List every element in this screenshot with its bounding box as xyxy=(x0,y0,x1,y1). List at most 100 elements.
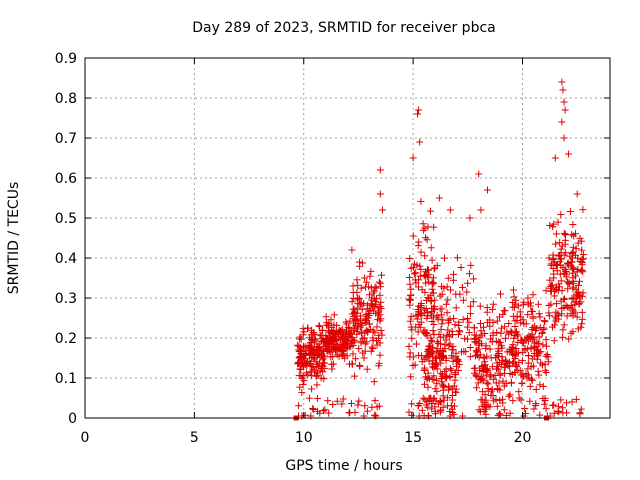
data-point-1318 xyxy=(574,254,582,262)
data-point-1133 xyxy=(538,329,546,337)
y-tick-label-8: 0.8 xyxy=(55,91,77,107)
data-point-1150 xyxy=(536,313,544,321)
x-tick-label-3: 15 xyxy=(404,430,422,446)
data-point-1343 xyxy=(567,258,575,266)
data-point-986 xyxy=(496,397,504,405)
data-point-825 xyxy=(445,342,453,350)
data-point-1123 xyxy=(524,352,532,360)
data-point-601 xyxy=(427,244,435,252)
data-point-1162 xyxy=(526,382,534,390)
data-point-1333 xyxy=(552,230,560,238)
data-point-838 xyxy=(441,254,449,262)
data-point-721 xyxy=(433,365,441,373)
data-point-1194 xyxy=(519,301,527,309)
data-point-322 xyxy=(333,347,341,355)
data-point-175 xyxy=(320,375,328,383)
data-point-1220 xyxy=(513,330,521,338)
data-point-923 xyxy=(500,406,508,414)
data-point-887 xyxy=(505,319,513,327)
axis-layer: 0 0.1 0.2 0.3 0.4 0.5 0.6 0.7 0.8 0.9 0 5 10 15 20 xyxy=(55,51,611,446)
data-point-487 xyxy=(369,327,377,335)
data-point-764 xyxy=(423,332,431,340)
data-point-498 xyxy=(353,312,361,320)
data-point-1211 xyxy=(524,359,532,367)
data-point-122 xyxy=(297,352,305,360)
data-point-1298 xyxy=(564,259,572,267)
data-point-990 xyxy=(506,391,514,399)
data-point-1053 xyxy=(493,351,501,359)
data-point-535 xyxy=(408,326,416,334)
data-point-839 xyxy=(434,339,442,347)
data-point-523 xyxy=(421,396,429,404)
data-point-1290 xyxy=(545,312,553,320)
data-point-315 xyxy=(331,329,339,337)
data-point-299 xyxy=(338,348,346,356)
data-point-676 xyxy=(446,315,454,323)
data-point-1376 xyxy=(576,410,584,418)
data-point-591 xyxy=(408,334,416,342)
data-point-1091 xyxy=(526,397,534,405)
data-point-809 xyxy=(463,288,471,296)
data-point-1340 xyxy=(570,280,578,288)
data-point-491 xyxy=(350,324,358,332)
data-point-506 xyxy=(407,373,415,381)
data-point-478 xyxy=(356,301,364,309)
data-point-1426 xyxy=(569,266,577,274)
data-point-1159 xyxy=(531,343,539,351)
data-point-1183 xyxy=(521,405,529,413)
data-point-1012 xyxy=(496,410,504,418)
data-point-945 xyxy=(479,388,487,396)
data-point-1229 xyxy=(532,327,540,335)
data-point-422 xyxy=(356,262,364,270)
data-point-1050 xyxy=(478,402,486,410)
data-point-496 xyxy=(375,362,383,370)
data-point-456 xyxy=(353,327,361,335)
data-point-1114 xyxy=(542,342,550,350)
data-point-1377 xyxy=(555,407,563,415)
data-point-581 xyxy=(428,285,436,293)
data-point-616 xyxy=(410,260,418,268)
data-point-1379 xyxy=(579,268,587,276)
data-point-1057 xyxy=(501,323,509,331)
data-point-786 xyxy=(427,394,435,402)
data-point-555 xyxy=(418,286,426,294)
data-point-181 xyxy=(330,311,338,319)
data-point-218 xyxy=(339,395,347,403)
data-point-317 xyxy=(338,333,346,341)
data-point-289 xyxy=(325,347,333,355)
data-point-1218 xyxy=(541,360,549,368)
data-point-444 xyxy=(349,350,357,358)
data-point-1186 xyxy=(541,394,549,402)
data-point-398 xyxy=(367,284,375,292)
data-point-74 xyxy=(311,335,319,343)
data-point-627 xyxy=(430,279,438,287)
data-point-208 xyxy=(324,397,332,405)
data-point-1048 xyxy=(482,344,490,352)
data-point-1257 xyxy=(572,395,580,403)
data-point-1387 xyxy=(556,239,564,247)
data-point-1168 xyxy=(539,382,547,390)
data-point-971 xyxy=(489,300,497,308)
data-point-1445 xyxy=(564,150,572,158)
data-point-1149 xyxy=(542,352,550,360)
y-tick-label-6: 0.6 xyxy=(55,171,77,187)
data-point-579 xyxy=(405,273,413,281)
plot-frame xyxy=(84,57,611,419)
data-point-737 xyxy=(426,342,434,350)
data-point-1144 xyxy=(532,400,540,408)
data-point-1434 xyxy=(415,106,423,114)
data-point-1160 xyxy=(509,286,517,294)
data-point-481 xyxy=(359,259,367,267)
data-point-362 xyxy=(376,351,384,359)
data-point-1021 xyxy=(497,342,505,350)
data-point-1112 xyxy=(518,357,526,365)
data-point-1328 xyxy=(565,335,573,343)
data-point-176 xyxy=(295,372,303,380)
data-point-675 xyxy=(427,336,435,344)
data-point-251 xyxy=(325,409,333,417)
data-point-608 xyxy=(422,234,430,242)
data-point-1028 xyxy=(487,392,495,400)
data-point-589 xyxy=(407,313,415,321)
data-point-1440 xyxy=(559,86,567,94)
data-point-1309 xyxy=(560,321,568,329)
